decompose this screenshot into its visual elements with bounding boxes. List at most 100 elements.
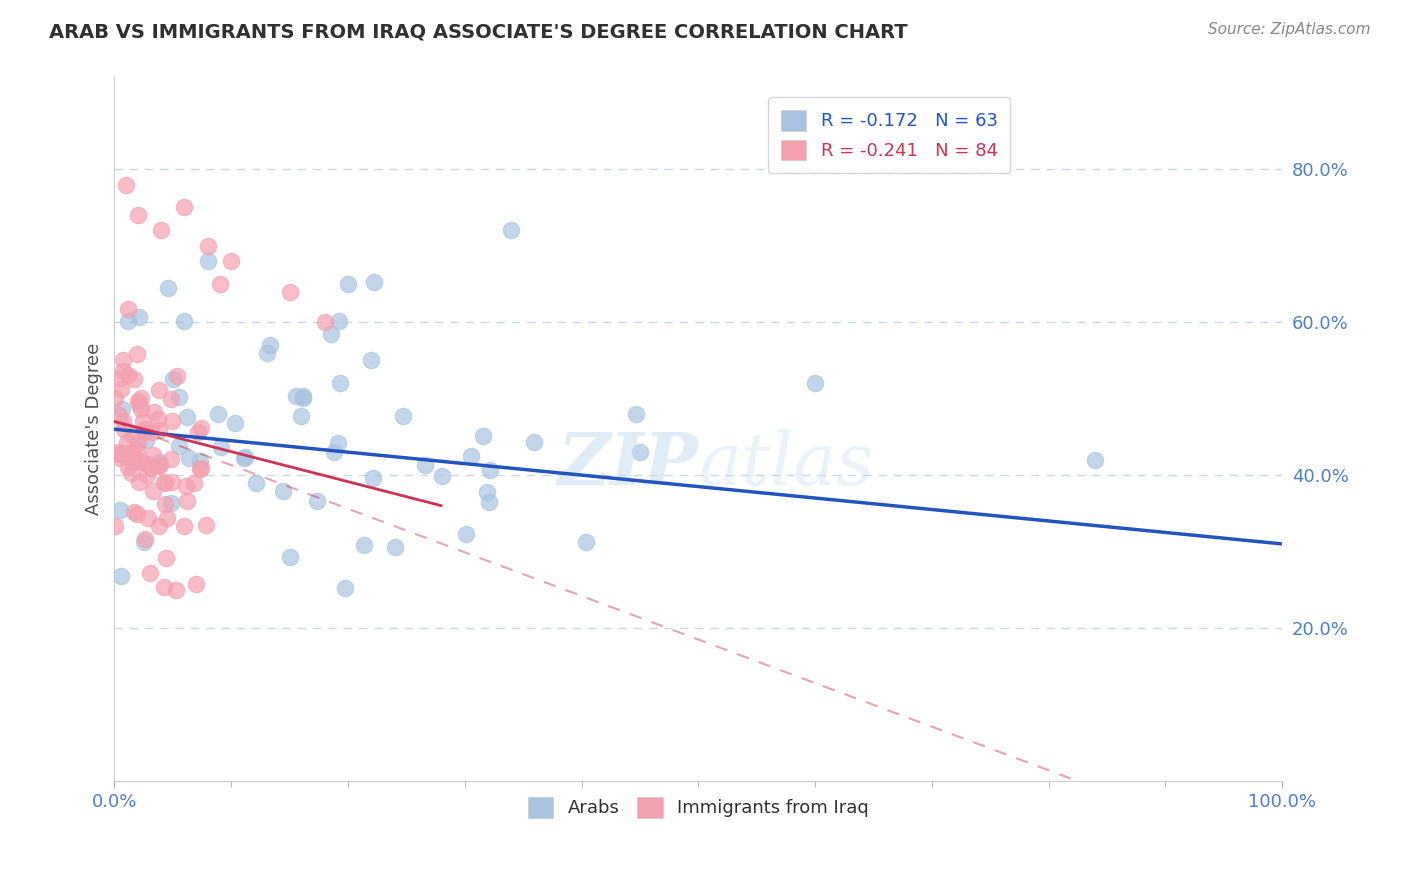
Point <box>183 475 205 490</box>
Point <box>169 439 191 453</box>
Point <box>148 455 170 469</box>
Point <box>174 479 197 493</box>
Point <box>104 518 127 533</box>
Point <box>187 425 209 440</box>
Point <box>136 467 159 482</box>
Point <box>111 414 134 428</box>
Point <box>285 389 308 403</box>
Point <box>384 540 406 554</box>
Point <box>157 281 180 295</box>
Point <box>127 394 149 409</box>
Point <box>413 458 436 473</box>
Point <box>115 434 138 449</box>
Text: ARAB VS IMMIGRANTS FROM IRAQ ASSOCIATE'S DEGREE CORRELATION CHART: ARAB VS IMMIGRANTS FROM IRAQ ASSOCIATE'S… <box>49 22 908 41</box>
Point <box>804 376 827 391</box>
Point <box>188 453 211 467</box>
Point <box>120 450 142 465</box>
Point <box>128 475 150 489</box>
Point <box>184 577 207 591</box>
Point <box>117 301 139 316</box>
Point <box>224 416 246 430</box>
Point <box>245 476 267 491</box>
Point <box>153 475 176 489</box>
Point <box>328 436 350 450</box>
Y-axis label: Associate's Degree: Associate's Degree <box>86 343 103 516</box>
Point <box>475 485 498 500</box>
Point <box>121 428 143 442</box>
Point <box>110 382 132 396</box>
Point <box>111 402 134 417</box>
Point <box>110 446 132 460</box>
Point <box>460 450 482 464</box>
Text: atlas: atlas <box>699 429 873 500</box>
Point <box>167 390 190 404</box>
Point <box>148 458 170 473</box>
Point <box>219 254 242 268</box>
Point <box>139 566 162 580</box>
Point <box>155 551 177 566</box>
Point <box>363 275 385 289</box>
Point <box>153 475 176 490</box>
Point <box>142 484 165 499</box>
Point <box>162 475 184 489</box>
Point <box>132 414 155 428</box>
Point <box>278 285 301 299</box>
Point <box>575 534 598 549</box>
Point <box>176 494 198 508</box>
Point <box>208 277 231 291</box>
Point <box>149 458 172 473</box>
Point <box>321 326 343 341</box>
Point <box>112 353 135 368</box>
Point <box>125 347 148 361</box>
Point <box>148 383 170 397</box>
Point <box>628 445 651 459</box>
Point <box>259 338 281 352</box>
Point <box>128 310 150 324</box>
Point <box>110 568 132 582</box>
Point <box>117 446 139 460</box>
Point <box>233 451 256 466</box>
Point <box>194 517 217 532</box>
Point <box>129 391 152 405</box>
Point <box>292 391 315 405</box>
Point <box>478 495 501 509</box>
Point <box>127 507 149 521</box>
Point <box>233 450 256 464</box>
Point <box>173 201 195 215</box>
Point <box>162 372 184 386</box>
Point <box>150 223 173 237</box>
Point <box>122 505 145 519</box>
Point <box>197 254 219 268</box>
Point <box>110 371 132 385</box>
Point <box>176 409 198 424</box>
Point <box>472 428 495 442</box>
Text: ZIP: ZIP <box>557 429 699 500</box>
Point <box>108 450 131 465</box>
Point <box>1084 452 1107 467</box>
Point <box>121 445 143 459</box>
Point <box>112 364 135 378</box>
Point <box>107 408 129 422</box>
Point <box>148 423 170 437</box>
Point <box>125 442 148 457</box>
Point <box>479 463 502 477</box>
Point <box>159 496 181 510</box>
Point <box>148 519 170 533</box>
Point <box>392 409 415 423</box>
Point <box>107 447 129 461</box>
Point <box>207 407 229 421</box>
Point <box>146 412 169 426</box>
Point <box>271 483 294 498</box>
Point <box>290 409 312 423</box>
Point <box>173 314 195 328</box>
Point <box>139 461 162 475</box>
Point <box>104 391 127 405</box>
Point <box>165 583 187 598</box>
Point <box>329 376 352 390</box>
Point <box>322 444 344 458</box>
Point <box>430 469 453 483</box>
Point <box>127 436 149 450</box>
Point <box>141 425 163 439</box>
Point <box>501 223 523 237</box>
Point <box>107 445 129 459</box>
